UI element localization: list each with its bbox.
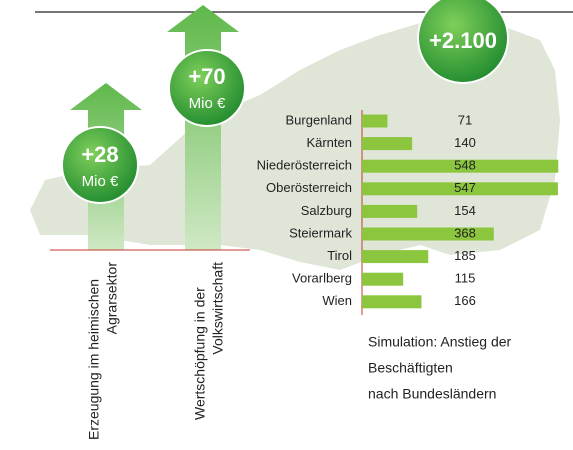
value-label: 115 — [455, 271, 476, 286]
caption: Beschäftigten — [368, 360, 453, 376]
bar — [362, 204, 418, 218]
bubble — [417, 0, 509, 84]
category-label: Vorarlberg — [292, 271, 352, 286]
bubble-unit: Mio € — [189, 95, 226, 112]
bar — [362, 227, 494, 241]
bar — [362, 182, 558, 196]
vertical-label: Erzeugung im heimischen — [86, 279, 102, 440]
category-label: Burgenland — [286, 112, 353, 127]
bar — [362, 159, 559, 173]
vertical-label: Wertschöpfung in der — [192, 287, 208, 420]
category-label: Oberösterreich — [266, 180, 352, 195]
bar — [362, 250, 429, 264]
value-label: 140 — [454, 135, 476, 150]
category-label: Tirol — [327, 248, 352, 263]
category-label: Salzburg — [301, 203, 352, 218]
category-label: Steiermark — [289, 225, 352, 240]
bubble — [61, 126, 139, 204]
value-label: 548 — [454, 158, 476, 173]
value-label: 71 — [458, 112, 472, 127]
bubble-value: +28 — [81, 142, 118, 167]
bubble — [168, 49, 246, 127]
bubble-value: +2.100 — [429, 28, 497, 53]
value-label: 368 — [454, 225, 476, 240]
value-label: 547 — [454, 180, 476, 195]
vertical-label: Volkswirtschaft — [210, 262, 226, 355]
bubble-unit: Mio € — [82, 173, 119, 190]
bar — [362, 272, 404, 286]
map-austria — [30, 20, 560, 270]
category-label: Wien — [322, 293, 352, 308]
category-label: Kärnten — [306, 135, 352, 150]
bar — [362, 137, 413, 151]
value-label: 166 — [454, 293, 476, 308]
category-label: Niederösterreich — [257, 158, 352, 173]
bar — [362, 295, 422, 309]
value-label: 185 — [454, 248, 476, 263]
caption: nach Bundesländern — [368, 386, 496, 402]
vertical-label: Agrarsektor — [104, 262, 120, 335]
bar — [362, 114, 388, 128]
caption: Simulation: Anstieg der — [368, 334, 512, 350]
bubble-value: +70 — [188, 64, 225, 89]
value-label: 154 — [454, 203, 476, 218]
